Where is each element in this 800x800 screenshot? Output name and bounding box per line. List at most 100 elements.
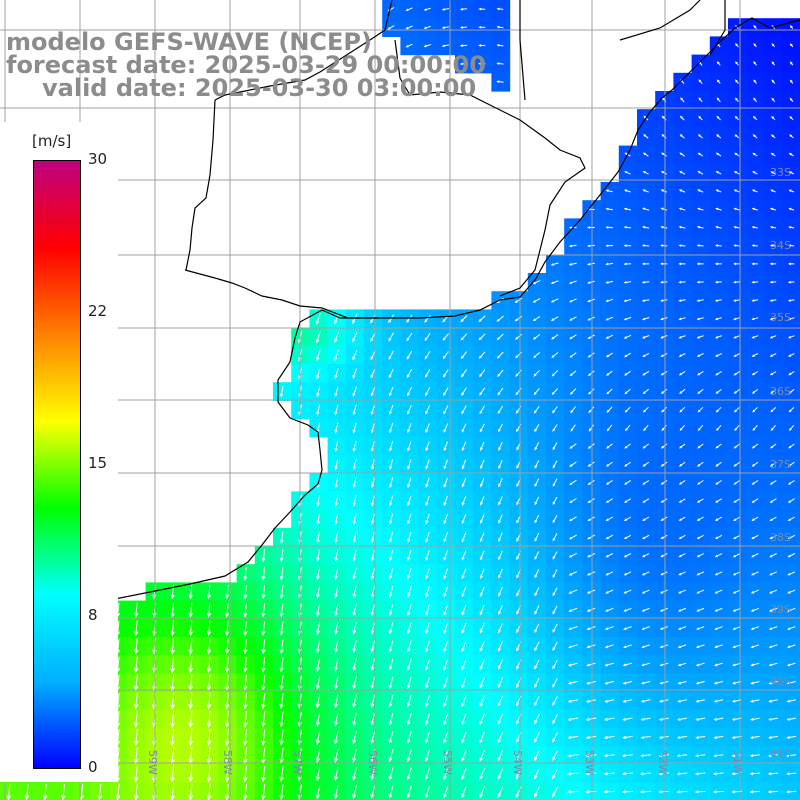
wind-arrow	[786, 735, 797, 739]
wind-arrow	[787, 498, 795, 503]
wind-arrow	[789, 61, 794, 66]
wind-arrow	[715, 406, 722, 413]
wind-arrow	[479, 786, 485, 799]
wind-arrow	[243, 566, 248, 581]
wind-arrow	[605, 226, 613, 229]
wind-arrow	[695, 699, 705, 703]
wind-arrow	[334, 404, 339, 416]
wind-arrow	[660, 207, 668, 211]
wind-arrow	[443, 695, 449, 707]
wind-arrow	[660, 352, 668, 357]
wind-arrow	[605, 607, 614, 612]
wind-arrow	[604, 680, 615, 685]
wind-arrow	[750, 571, 759, 576]
wind-arrow	[788, 353, 795, 357]
wind-arrow	[334, 422, 339, 434]
wind-arrow	[714, 280, 722, 284]
wind-arrow	[407, 386, 412, 397]
wind-arrow	[552, 696, 558, 707]
wind-arrow	[714, 607, 723, 612]
wind-arrow	[443, 604, 449, 616]
wind-arrow	[389, 477, 394, 489]
wind-arrow	[660, 280, 668, 284]
wind-arrow	[768, 589, 778, 594]
wind-arrow	[658, 772, 670, 776]
wind-arrow	[425, 658, 430, 671]
wind-arrow	[715, 225, 722, 229]
wind-arrow	[334, 531, 339, 544]
wind-arrow	[714, 644, 723, 649]
wind-arrow	[279, 549, 284, 563]
wind-arrow	[133, 602, 139, 618]
wind-arrow	[679, 406, 686, 413]
wind-arrow	[749, 735, 760, 739]
wind-arrow	[461, 550, 467, 561]
wind-arrow	[479, 677, 485, 689]
wind-arrow	[733, 317, 741, 321]
wind-arrow	[261, 567, 266, 581]
wind-arrow	[715, 171, 722, 175]
wind-arrow	[767, 754, 778, 758]
wind-arrow	[771, 79, 776, 84]
wind-arrow	[460, 351, 468, 360]
wind-arrow	[552, 533, 558, 542]
wind-arrow	[753, 79, 757, 84]
wind-arrow	[787, 335, 795, 339]
wind-arrow	[315, 312, 321, 326]
wind-arrow	[642, 370, 650, 376]
wind-arrow	[6, 783, 12, 800]
wind-arrow	[769, 443, 777, 449]
wind-arrow	[750, 607, 759, 612]
wind-arrow	[789, 43, 794, 48]
wind-arrow	[42, 783, 48, 800]
wind-arrow	[769, 461, 777, 467]
wind-arrow	[605, 516, 614, 522]
wind-arrow	[697, 424, 704, 431]
wind-arrow	[660, 189, 668, 193]
wind-arrow	[623, 281, 632, 284]
longitude-label: 57W	[291, 750, 304, 775]
wind-arrow	[461, 786, 467, 799]
wind-arrow	[459, 44, 468, 47]
wind-arrow	[735, 42, 739, 48]
wind-arrow	[261, 729, 266, 746]
wind-arrow	[407, 495, 412, 507]
wind-arrow	[624, 370, 631, 376]
wind-arrow	[567, 717, 579, 721]
wind-arrow	[406, 640, 412, 653]
wind-arrow	[334, 386, 339, 398]
wind-arrow	[388, 658, 394, 671]
wind-arrow	[788, 443, 795, 449]
wind-arrow	[279, 657, 284, 673]
wind-arrow	[334, 313, 340, 325]
wind-arrow	[750, 681, 760, 685]
wind-arrow	[388, 531, 394, 544]
wind-arrow	[370, 368, 376, 379]
wind-arrow	[768, 699, 778, 703]
wind-arrow	[443, 550, 449, 561]
wind-arrow	[388, 549, 394, 562]
wind-arrow	[676, 790, 688, 794]
wind-arrow	[623, 207, 632, 211]
wind-arrow	[715, 389, 722, 394]
wind-arrow	[640, 735, 651, 740]
wind-arrow	[443, 495, 448, 507]
wind-arrow	[498, 441, 503, 451]
wind-arrow	[714, 571, 723, 576]
wind-arrow	[478, 62, 486, 65]
wind-arrow	[352, 748, 357, 763]
wind-arrow	[770, 152, 776, 157]
wind-arrow	[661, 406, 668, 413]
wind-arrow	[752, 152, 758, 157]
wind-arrow	[695, 644, 705, 649]
wind-arrow	[352, 785, 357, 800]
wind-arrow	[407, 423, 412, 434]
wind-arrow	[498, 496, 503, 506]
wind-arrow	[497, 768, 504, 780]
wind-arrow	[622, 735, 633, 740]
wind-arrow	[261, 621, 266, 636]
wind-arrow	[750, 589, 759, 594]
wind-arrow	[751, 553, 759, 558]
wind-arrow	[334, 694, 339, 709]
wind-arrow	[624, 189, 631, 193]
